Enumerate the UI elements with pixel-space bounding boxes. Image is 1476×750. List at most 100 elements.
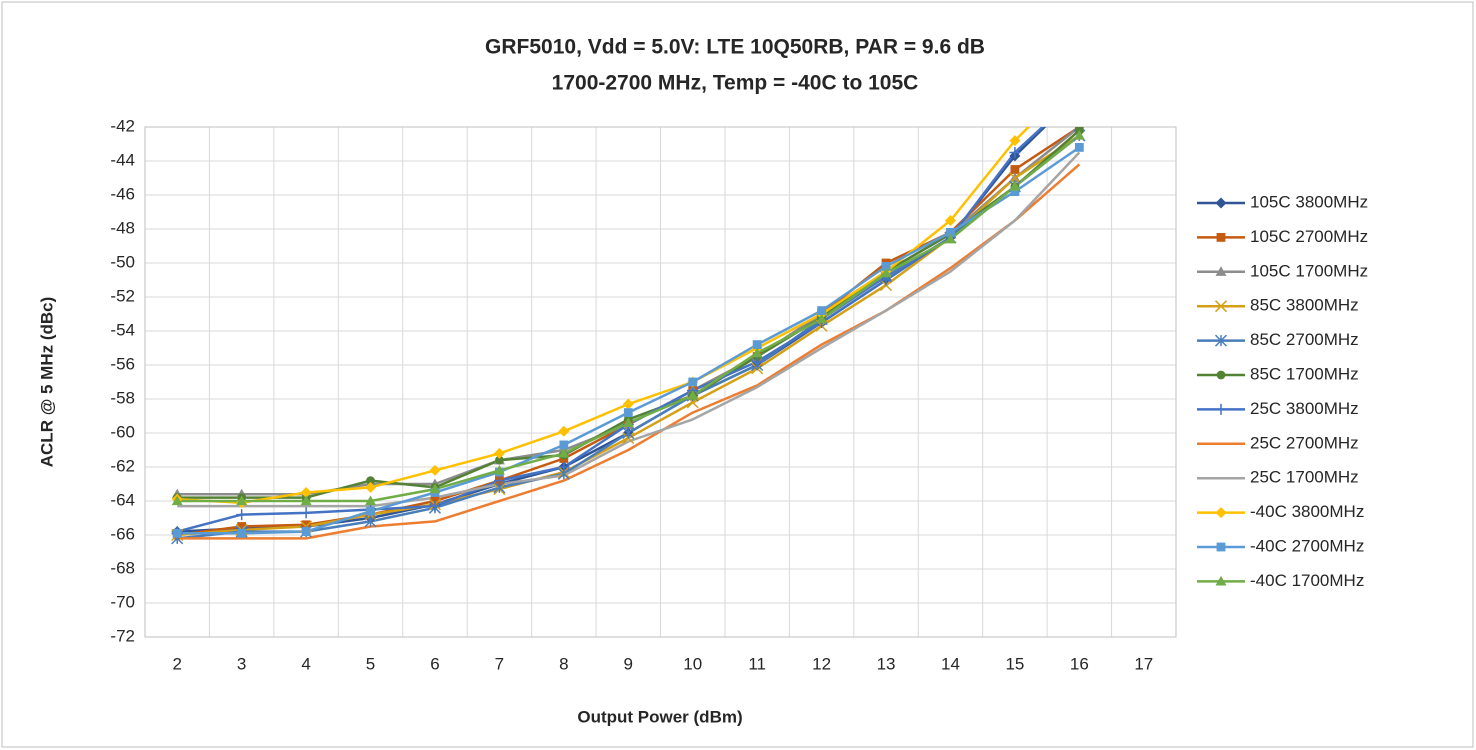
marker <box>495 455 504 465</box>
x-tick-label: 7 <box>495 654 504 673</box>
legend-label: 85C 3800MHz <box>1250 296 1359 315</box>
y-tick-label: -66 <box>110 524 135 543</box>
x-tick-label: 2 <box>172 654 181 673</box>
x-tick-label: 10 <box>683 654 702 673</box>
x-tick-label: 3 <box>237 654 246 673</box>
marker <box>493 475 505 487</box>
marker <box>365 495 377 506</box>
marker <box>1216 542 1226 552</box>
marker <box>558 425 570 437</box>
marker <box>300 507 312 519</box>
y-tick-label: -64 <box>110 490 135 509</box>
x-tick-label: 12 <box>812 654 831 673</box>
x-tick-label: 16 <box>1070 654 1089 673</box>
marker <box>946 228 955 237</box>
marker <box>1008 171 1021 185</box>
grid <box>144 126 1177 638</box>
marker <box>493 464 505 475</box>
marker <box>559 440 569 450</box>
marker <box>751 356 763 368</box>
x-tick-label: 8 <box>559 654 568 673</box>
y-tick-label: -46 <box>110 184 135 203</box>
chart-title: GRF5010, Vdd = 5.0V: LTE 10Q50RB, PAR = … <box>485 36 985 59</box>
legend-label: 25C 1700MHz <box>1250 468 1359 487</box>
legend-label: 105C 1700MHz <box>1250 261 1368 280</box>
y-tick-label: -42 <box>110 116 135 135</box>
legend-label: -40C 3800MHz <box>1250 502 1364 521</box>
marker <box>816 313 828 324</box>
y-tick-label: -44 <box>110 150 135 169</box>
marker <box>1215 403 1227 415</box>
marker <box>493 447 505 459</box>
marker <box>301 527 311 536</box>
x-axis-title: Output Power (dBm) <box>577 707 742 726</box>
marker <box>944 233 956 244</box>
chart-subtitle: 1700-2700 MHz, Temp = -40C to 105C <box>552 72 919 95</box>
marker <box>1009 181 1021 191</box>
marker <box>623 408 633 417</box>
y-tick-label: -52 <box>110 286 135 305</box>
marker <box>558 461 570 473</box>
marker <box>1010 165 1020 174</box>
marker <box>1214 300 1228 313</box>
legend-label: -40C 2700MHz <box>1250 536 1364 555</box>
y-tick-label: -54 <box>110 320 135 339</box>
y-tick-label: -48 <box>110 218 135 237</box>
plot-area <box>171 127 1086 545</box>
marker <box>429 483 441 494</box>
y-tick-label: -58 <box>110 388 135 407</box>
marker <box>880 267 892 278</box>
marker <box>1074 143 1084 152</box>
marker <box>237 528 247 538</box>
marker <box>1010 187 1020 196</box>
marker <box>1216 233 1226 242</box>
x-tick-label: 6 <box>430 654 439 673</box>
marker <box>817 306 826 315</box>
marker <box>429 464 441 476</box>
y-tick-label: -62 <box>110 456 135 475</box>
legend-label: 85C 2700MHz <box>1250 330 1359 349</box>
y-tick-label: -56 <box>110 354 135 373</box>
marker <box>1215 507 1227 519</box>
marker <box>236 495 248 506</box>
y-tick-label: -68 <box>110 558 135 577</box>
legend: 105C 3800MHz 105C 2700MHz 105C 1700MHz 85C … <box>1197 192 1368 590</box>
marker <box>881 262 891 271</box>
marker <box>171 495 183 506</box>
y-axis-title: ACLR @ 5 MHz (dBc) <box>37 297 56 468</box>
marker <box>301 520 311 530</box>
y-tick-label: -50 <box>110 252 135 271</box>
marker <box>236 509 248 521</box>
marker <box>1216 370 1226 380</box>
x-tick-label: 9 <box>624 654 633 673</box>
marker <box>300 495 312 506</box>
plot-border <box>144 126 1177 638</box>
y-tick-label: -72 <box>110 626 135 645</box>
x-tick-label: 4 <box>301 654 310 673</box>
marker <box>364 515 377 528</box>
y-tick-label: -60 <box>110 422 135 441</box>
legend-label: 105C 2700MHz <box>1250 227 1368 246</box>
legend-label: 25C 2700MHz <box>1250 433 1359 452</box>
x-tick-label: 11 <box>748 654 766 673</box>
series-line <box>177 163 1081 540</box>
x-tick-label: 5 <box>366 654 375 673</box>
marker <box>1215 575 1227 586</box>
y-tick-label: -70 <box>110 592 135 611</box>
marker <box>622 417 634 427</box>
marker <box>366 476 375 485</box>
marker <box>687 390 699 400</box>
marker <box>558 447 570 458</box>
x-tick-label: 15 <box>1005 654 1024 673</box>
legend-label: 105C 3800MHz <box>1250 192 1368 211</box>
marker <box>622 398 634 410</box>
marker <box>944 215 956 226</box>
marker <box>751 347 763 358</box>
series-line <box>177 151 1081 508</box>
marker <box>366 506 375 516</box>
legend-label: 25C 3800MHz <box>1250 399 1359 418</box>
marker <box>300 487 312 498</box>
marker <box>1009 135 1021 147</box>
marker <box>752 340 762 349</box>
